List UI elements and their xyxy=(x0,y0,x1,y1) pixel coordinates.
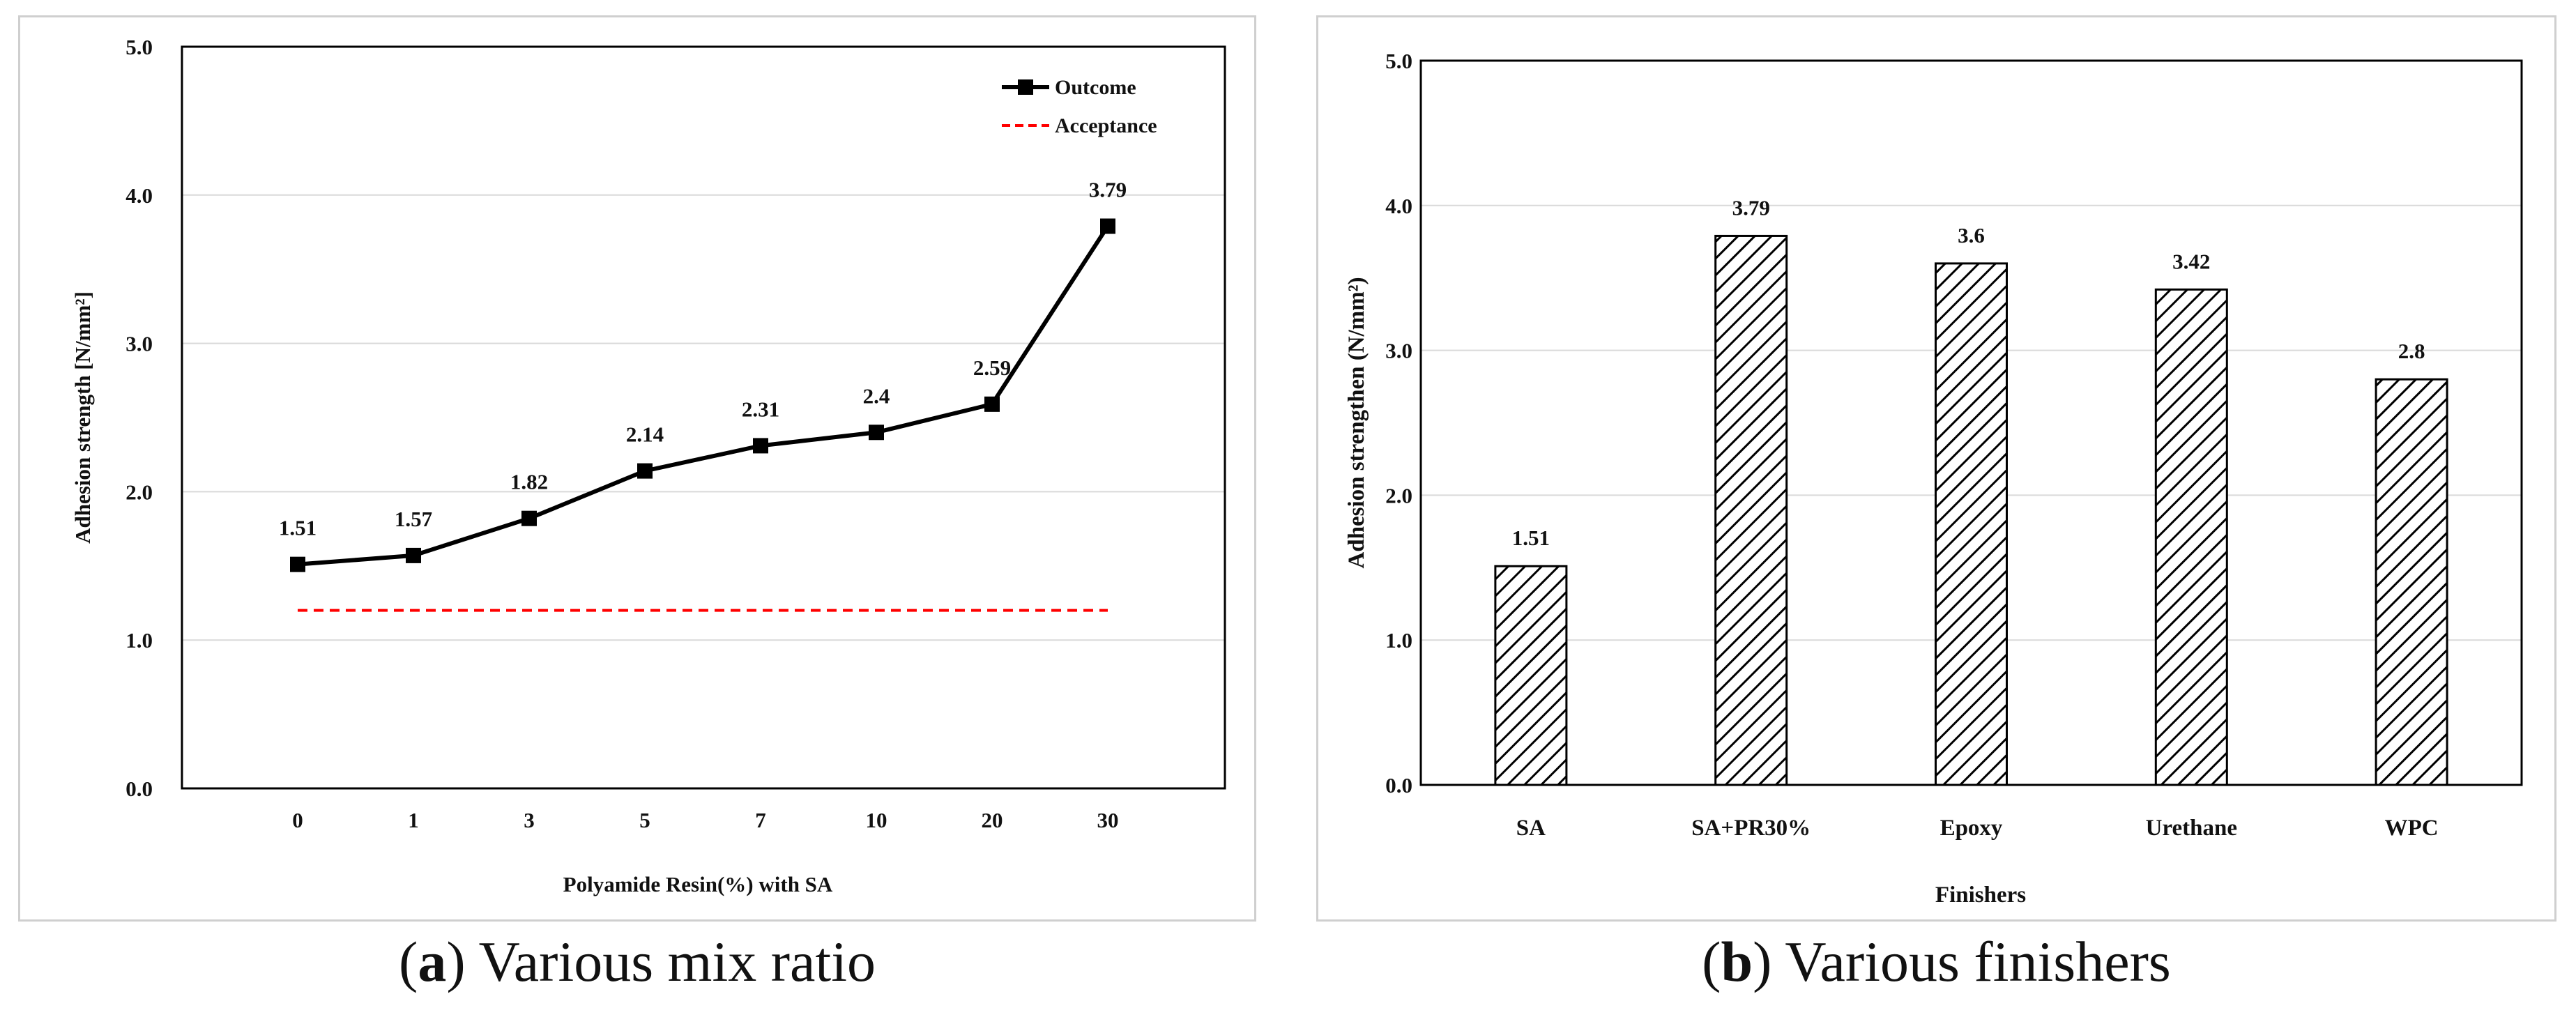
y-tick-label: 1.0 xyxy=(1385,628,1412,652)
outcome-marker xyxy=(984,396,1000,412)
x-tick-label: WPC xyxy=(2385,816,2439,841)
y-tick-label: 3.0 xyxy=(125,332,153,356)
data-label: 2.8 xyxy=(2398,339,2425,363)
caption-a-letter: a xyxy=(418,930,447,993)
x-tick-label: 20 xyxy=(982,808,1003,832)
x-tick-label: 3 xyxy=(524,808,535,832)
data-label: 3.42 xyxy=(2172,249,2210,273)
data-label: 2.14 xyxy=(626,422,664,447)
x-tick-label: 30 xyxy=(1097,808,1119,832)
caption-b: (b) Various finishers xyxy=(1702,930,2171,993)
chart-panel-a: 0.0 1.0 2.0 3.0 4.0 5.0 0 1 3 5 7 10 20 30 Polyamide R… xyxy=(18,15,1256,922)
y-tick-label: 0.0 xyxy=(125,777,153,801)
y-tick-label: 0.0 xyxy=(1385,773,1412,797)
x-tick-label: 5 xyxy=(639,808,650,832)
x-tick-label: SA+PR30% xyxy=(1691,816,1811,841)
caption-a: (a) Various mix ratio xyxy=(399,930,876,993)
y-tick-label: 4.0 xyxy=(1385,194,1412,218)
plot-area xyxy=(182,47,1225,788)
bar-urethane xyxy=(2154,288,2228,786)
caption-a-text: Various mix ratio xyxy=(465,930,876,993)
data-label: 3.79 xyxy=(1732,195,1770,220)
data-label: 1.82 xyxy=(510,470,548,494)
x-axis-title: Polyamide Resin(%) with SA xyxy=(563,872,833,896)
y-tick-label: 3.0 xyxy=(1385,339,1412,363)
y-tick-label: 5.0 xyxy=(1385,49,1412,73)
y-axis-title: Adhesion strength [N/mm²] xyxy=(70,291,95,544)
outcome-line xyxy=(297,224,1110,567)
x-tick-label: Urethane xyxy=(2146,816,2237,841)
outcome-marker xyxy=(406,547,421,563)
line-chart: 0.0 1.0 2.0 3.0 4.0 5.0 0 1 3 5 7 10 20 30 Polyamide R… xyxy=(70,35,1226,896)
chart-panel-b: 0.0 1.0 2.0 3.0 4.0 5.0 1.51 SA 3.79 SA+PR30% 3.6 E… xyxy=(1316,15,2556,922)
y-tick-label: 4.0 xyxy=(125,183,153,208)
caption-b-letter: b xyxy=(1721,930,1753,993)
y-tick-label: 5.0 xyxy=(125,35,153,59)
x-tick-label: SA xyxy=(1516,816,1546,841)
data-label: 1.57 xyxy=(395,507,432,531)
bar-sa-pr30- xyxy=(1714,234,1788,786)
y-tick-label: 1.0 xyxy=(125,628,153,652)
plot-frame xyxy=(181,45,1226,790)
data-label: 2.4 xyxy=(863,383,890,408)
outcome-marker xyxy=(290,556,305,572)
plot-frame xyxy=(1419,59,2523,786)
data-label: 2.59 xyxy=(973,356,1011,380)
data-label: 3.6 xyxy=(1958,223,1985,247)
x-tick-label: Epoxy xyxy=(1940,816,2003,841)
legend-outcome-label: Outcome xyxy=(1055,76,1136,99)
x-tick-label: 10 xyxy=(866,808,887,832)
legend-outcome-marker xyxy=(1018,79,1033,95)
bar-epoxy xyxy=(1935,262,2008,786)
outcome-marker xyxy=(521,510,537,526)
legend-acceptance-label: Acceptance xyxy=(1055,114,1157,137)
outcome-marker xyxy=(753,438,768,454)
data-label: 2.31 xyxy=(742,397,779,421)
outcome-marker xyxy=(869,425,884,441)
y-tick-label: 2.0 xyxy=(125,480,153,504)
caption-b-text: Various finishers xyxy=(1771,930,2171,993)
x-tick-label: 1 xyxy=(408,808,419,832)
bar-sa xyxy=(1494,565,1568,786)
y-axis-title: Adhesion strengthen (N/mm²) xyxy=(1344,277,1369,568)
x-axis-title: Finishers xyxy=(1935,882,2026,908)
y-tick-label: 2.0 xyxy=(1385,483,1412,507)
bar-wpc xyxy=(2375,378,2448,786)
x-tick-label: 0 xyxy=(292,808,303,832)
bar-chart: 0.0 1.0 2.0 3.0 4.0 5.0 1.51 SA 3.79 SA+PR30% 3.6 E… xyxy=(1344,49,2523,908)
outcome-marker xyxy=(637,463,653,479)
data-label: 3.79 xyxy=(1089,177,1127,201)
data-label: 1.51 xyxy=(1512,526,1550,550)
x-tick-label: 7 xyxy=(755,808,766,832)
data-label: 1.51 xyxy=(279,516,317,540)
outcome-marker xyxy=(1100,218,1115,234)
